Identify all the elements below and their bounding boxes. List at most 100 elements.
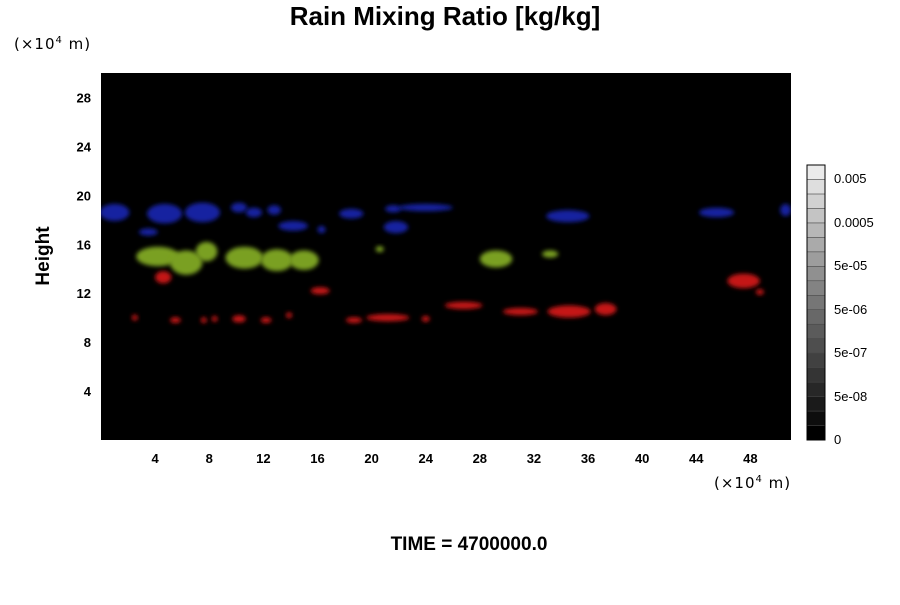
field-blob <box>542 250 559 258</box>
field-blob <box>699 207 735 218</box>
x-tick-labels: 4 8 12 16 20 24 28 32 36 40 44 48 <box>152 451 758 466</box>
colorbar-segment <box>806 179 826 195</box>
y-tick-label: 8 <box>84 335 91 350</box>
field-blob <box>267 205 281 215</box>
field-blob <box>278 221 308 231</box>
colorbar-frame <box>806 164 826 441</box>
colorbar-label: 0.005 <box>834 171 867 186</box>
field-blob <box>366 313 410 322</box>
colorbar-segment <box>806 237 826 253</box>
colorbar-segment <box>806 295 826 310</box>
colorbar-segment <box>806 222 826 238</box>
field-blob <box>727 273 760 289</box>
field-blob <box>421 315 430 322</box>
colorbar-segment <box>806 251 826 267</box>
field-blob <box>546 210 590 223</box>
y-axis-label: Height <box>33 226 54 286</box>
field-blob <box>101 203 130 222</box>
y-tick-label: 28 <box>77 90 91 105</box>
colorbar <box>806 164 826 441</box>
field-blob <box>232 315 246 323</box>
x-tick-label: 36 <box>581 451 595 466</box>
field-blob <box>345 317 363 324</box>
field-blob <box>289 250 319 270</box>
colorbar-segment <box>806 266 826 282</box>
x-tick-label: 16 <box>310 451 324 466</box>
field-blob <box>502 307 538 316</box>
x-axis-unit-label: (×104 m) <box>714 474 791 492</box>
field-blob <box>594 302 617 316</box>
field-blob <box>260 317 272 324</box>
field-blob <box>211 315 218 322</box>
colorbar-segment <box>806 323 826 339</box>
y-tick-labels: 4 8 12 16 20 24 28 <box>77 90 92 399</box>
x-tick-label: 32 <box>527 451 541 466</box>
field-blob <box>339 208 364 219</box>
field-blob <box>547 305 591 318</box>
x-tick-label: 40 <box>635 451 649 466</box>
field-blob <box>755 288 764 295</box>
field-blob <box>230 202 248 213</box>
colorbar-label: 5e-07 <box>834 345 867 360</box>
colorbar-segment <box>806 208 826 224</box>
field-blob <box>317 225 326 234</box>
colorbar-segment <box>806 381 826 397</box>
y-axis-unit-label: (×104 m) <box>14 35 91 53</box>
y-tick-label: 24 <box>77 139 92 154</box>
field-blob <box>147 203 183 224</box>
field-blob <box>195 241 218 262</box>
y-tick-label: 16 <box>77 237 91 252</box>
field-series-2 <box>131 271 764 324</box>
colorbar-segment <box>806 309 826 325</box>
colorbar-segment <box>806 410 826 426</box>
x-tick-label: 4 <box>152 451 160 466</box>
field-blob <box>245 207 262 218</box>
field-blob <box>375 246 384 253</box>
colorbar-segment <box>806 396 826 412</box>
colorbar-label: 5e-05 <box>834 258 867 273</box>
colorbar-label: 5e-06 <box>834 302 867 317</box>
plot-layer <box>101 202 791 324</box>
x-tick-label: 48 <box>743 451 757 466</box>
field-blob <box>310 287 330 295</box>
x-tick-label: 24 <box>418 451 433 466</box>
chart-title: Rain Mixing Ratio [kg/kg] <box>290 1 601 31</box>
x-tick-label: 8 <box>206 451 213 466</box>
colorbar-segment <box>806 164 826 180</box>
field-blob <box>780 203 791 217</box>
time-label: TIME = 4700000.0 <box>391 534 548 555</box>
field-blob <box>200 317 207 324</box>
colorbar-label: 0 <box>834 432 841 447</box>
x-tick-label: 28 <box>473 451 487 466</box>
field-blob <box>170 317 181 324</box>
field-series-1 <box>136 241 559 275</box>
field-blob <box>383 221 409 234</box>
x-tick-label: 44 <box>689 451 704 466</box>
field-blob <box>260 249 294 272</box>
colorbar-label: 0.0005 <box>834 215 874 230</box>
field-blob <box>225 246 264 269</box>
colorbar-segment <box>806 193 826 209</box>
field-blob <box>184 202 221 223</box>
field-blob <box>398 203 453 212</box>
field-blob <box>131 314 138 321</box>
colorbar-label: 5e-08 <box>834 389 867 404</box>
field-blob <box>170 250 203 275</box>
x-tick-label: 20 <box>364 451 378 466</box>
y-tick-label: 4 <box>84 384 92 399</box>
colorbar-segment <box>806 367 826 383</box>
y-tick-label: 12 <box>77 286 91 301</box>
field-blob <box>479 250 513 268</box>
field-blob <box>444 301 483 310</box>
field-blob <box>136 246 180 267</box>
colorbar-segment <box>806 425 826 441</box>
field-blob <box>385 205 402 213</box>
field-blob <box>155 271 172 284</box>
colorbar-labels: 0.005 0.0005 5e-05 5e-06 5e-07 5e-08 0 <box>834 171 874 447</box>
field-blob <box>286 312 293 319</box>
field-blob <box>138 228 158 236</box>
plot-area <box>101 73 791 440</box>
colorbar-segment <box>806 338 826 354</box>
y-tick-label: 20 <box>77 188 91 203</box>
